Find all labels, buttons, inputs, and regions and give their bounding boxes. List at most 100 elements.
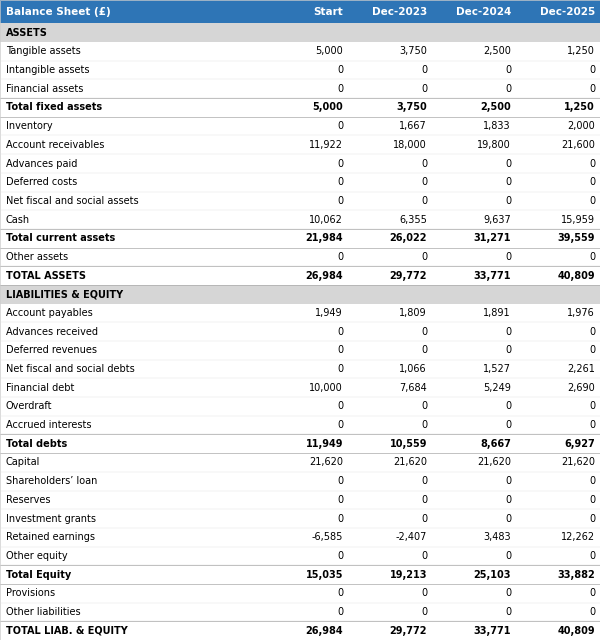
Text: 0: 0 xyxy=(505,476,511,486)
Text: 0: 0 xyxy=(421,551,427,561)
Text: 7,684: 7,684 xyxy=(399,383,427,393)
Text: 5,249: 5,249 xyxy=(483,383,511,393)
Text: 10,062: 10,062 xyxy=(309,214,343,225)
Text: 5,000: 5,000 xyxy=(315,46,343,56)
Text: 0: 0 xyxy=(589,607,595,617)
Text: 0: 0 xyxy=(589,476,595,486)
Bar xyxy=(0,98,600,116)
Text: 3,750: 3,750 xyxy=(396,102,427,113)
Text: 15,959: 15,959 xyxy=(561,214,595,225)
Text: Start: Start xyxy=(313,6,343,17)
Text: Total Equity: Total Equity xyxy=(6,570,71,580)
Text: 0: 0 xyxy=(589,177,595,187)
Bar xyxy=(0,23,600,42)
Text: 0: 0 xyxy=(337,401,343,412)
Text: 0: 0 xyxy=(421,495,427,505)
Text: Total fixed assets: Total fixed assets xyxy=(6,102,102,113)
Text: 21,620: 21,620 xyxy=(477,458,511,467)
Bar xyxy=(0,621,600,640)
Text: 0: 0 xyxy=(589,159,595,168)
Text: 9,637: 9,637 xyxy=(483,214,511,225)
Text: 26,984: 26,984 xyxy=(305,626,343,636)
Text: 0: 0 xyxy=(421,420,427,430)
Text: Balance Sheet (£): Balance Sheet (£) xyxy=(6,6,111,17)
Text: 0: 0 xyxy=(589,326,595,337)
Text: 0: 0 xyxy=(421,84,427,93)
Text: Retained earnings: Retained earnings xyxy=(6,532,95,542)
Bar xyxy=(0,136,600,154)
Text: 1,833: 1,833 xyxy=(484,121,511,131)
Text: 21,620: 21,620 xyxy=(393,458,427,467)
Bar xyxy=(0,210,600,229)
Text: Inventory: Inventory xyxy=(6,121,53,131)
Text: 0: 0 xyxy=(421,177,427,187)
Text: 33,771: 33,771 xyxy=(473,626,511,636)
Text: 2,500: 2,500 xyxy=(483,46,511,56)
Text: 10,000: 10,000 xyxy=(309,383,343,393)
Text: Dec-2023: Dec-2023 xyxy=(372,6,427,17)
Text: 40,809: 40,809 xyxy=(557,626,595,636)
Text: 1,809: 1,809 xyxy=(400,308,427,318)
Text: 0: 0 xyxy=(337,326,343,337)
Text: 0: 0 xyxy=(505,326,511,337)
Text: 0: 0 xyxy=(505,420,511,430)
Text: Cash: Cash xyxy=(6,214,30,225)
Text: Investment grants: Investment grants xyxy=(6,513,96,524)
Text: 0: 0 xyxy=(337,159,343,168)
Text: 1,250: 1,250 xyxy=(564,102,595,113)
Text: 1,949: 1,949 xyxy=(316,308,343,318)
Text: 0: 0 xyxy=(505,196,511,206)
Text: 0: 0 xyxy=(589,196,595,206)
Bar xyxy=(0,173,600,191)
Text: 6,355: 6,355 xyxy=(399,214,427,225)
Text: TOTAL LIAB. & EQUITY: TOTAL LIAB. & EQUITY xyxy=(6,626,128,636)
Text: 29,772: 29,772 xyxy=(389,271,427,280)
Bar xyxy=(0,397,600,416)
Text: ASSETS: ASSETS xyxy=(6,28,48,38)
Text: Other equity: Other equity xyxy=(6,551,68,561)
Text: 1,250: 1,250 xyxy=(567,46,595,56)
Text: Overdraft: Overdraft xyxy=(6,401,53,412)
Text: 0: 0 xyxy=(505,401,511,412)
Text: 0: 0 xyxy=(337,65,343,75)
Text: 25,103: 25,103 xyxy=(473,570,511,580)
Bar xyxy=(0,61,600,79)
Bar xyxy=(0,266,600,285)
Text: Dec-2024: Dec-2024 xyxy=(455,6,511,17)
Text: 0: 0 xyxy=(337,84,343,93)
Text: 2,000: 2,000 xyxy=(567,121,595,131)
Bar xyxy=(0,603,600,621)
Bar xyxy=(0,472,600,490)
Text: 40,809: 40,809 xyxy=(557,271,595,280)
Text: 0: 0 xyxy=(337,513,343,524)
Text: 0: 0 xyxy=(337,177,343,187)
Text: 0: 0 xyxy=(589,346,595,355)
Text: 39,559: 39,559 xyxy=(557,233,595,243)
Text: Net fiscal and social debts: Net fiscal and social debts xyxy=(6,364,135,374)
Text: 0: 0 xyxy=(589,420,595,430)
Text: 0: 0 xyxy=(505,65,511,75)
Text: 0: 0 xyxy=(337,607,343,617)
Text: 1,667: 1,667 xyxy=(399,121,427,131)
Text: Shareholders’ loan: Shareholders’ loan xyxy=(6,476,97,486)
Text: Reserves: Reserves xyxy=(6,495,50,505)
Bar xyxy=(0,0,600,23)
Text: 0: 0 xyxy=(421,159,427,168)
Text: 0: 0 xyxy=(589,513,595,524)
Text: 0: 0 xyxy=(421,326,427,337)
Bar xyxy=(0,323,600,341)
Text: 2,261: 2,261 xyxy=(567,364,595,374)
Text: 26,022: 26,022 xyxy=(389,233,427,243)
Text: 0: 0 xyxy=(337,495,343,505)
Text: Deferred revenues: Deferred revenues xyxy=(6,346,97,355)
Text: 3,483: 3,483 xyxy=(484,532,511,542)
Text: Deferred costs: Deferred costs xyxy=(6,177,77,187)
Bar xyxy=(0,42,600,61)
Text: 0: 0 xyxy=(337,588,343,598)
Bar xyxy=(0,509,600,528)
Bar xyxy=(0,285,600,303)
Text: 0: 0 xyxy=(337,196,343,206)
Text: 19,213: 19,213 xyxy=(389,570,427,580)
Text: Other assets: Other assets xyxy=(6,252,68,262)
Text: 0: 0 xyxy=(589,252,595,262)
